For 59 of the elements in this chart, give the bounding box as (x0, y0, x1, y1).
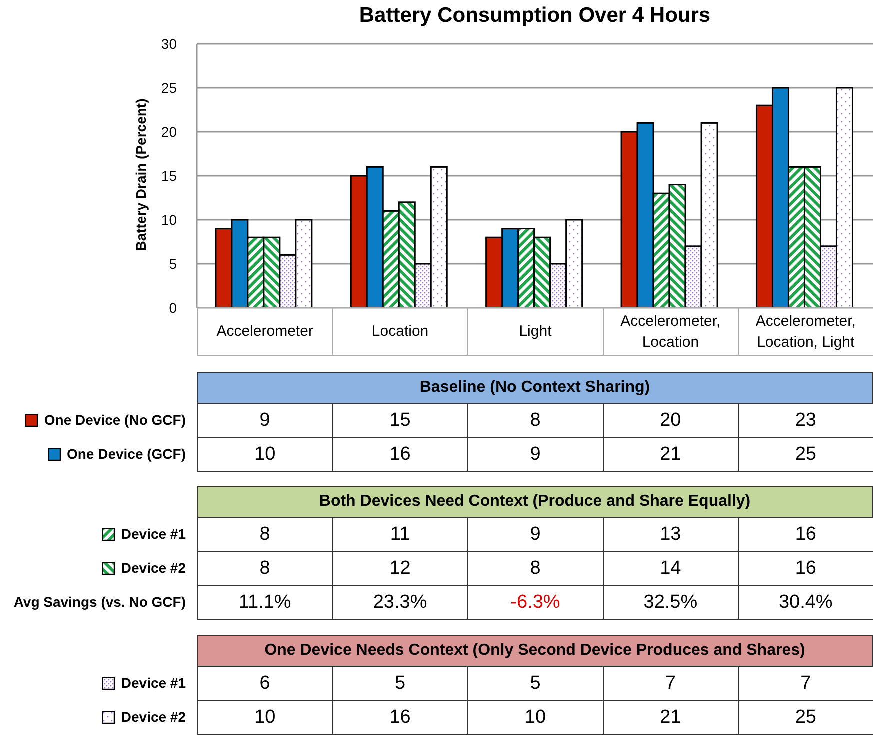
legend-label: Device #1 (121, 674, 186, 693)
text: Both Devices Need Context (Produce and Share Equally) (197, 486, 873, 518)
legend-label: Device #2 (121, 559, 186, 578)
x-tick-label: Light (467, 307, 604, 356)
text: Baseline (No Context Sharing) (197, 372, 873, 404)
text: -6.3% (467, 585, 604, 620)
legend-label: One Device (GCF) (66, 445, 186, 464)
y-tick-label: 10 (161, 212, 178, 228)
data-label: 16 (332, 700, 468, 735)
data-label: 16 (738, 551, 873, 586)
y-tick-label: 15 (161, 168, 178, 184)
y-axis-title: Battery Drain (Percent) (132, 98, 150, 254)
data-label: 25 (738, 437, 873, 472)
data-label: 8 (197, 517, 334, 552)
x-tick-label: Location (332, 307, 468, 356)
text: One Device Needs Context (Only Second Device Produces and Shares) (197, 635, 873, 667)
data-label: 10 (467, 700, 604, 735)
x-tick-label: Accelerometer, Location, Light (738, 307, 873, 356)
x-tick-label: Accelerometer (197, 307, 334, 356)
text: 30.4% (738, 585, 873, 620)
data-label: 12 (332, 551, 468, 586)
data-label: 9 (467, 437, 604, 472)
y-tick-label: 20 (161, 124, 178, 140)
data-label: 15 (332, 403, 468, 438)
data-label: 7 (602, 666, 739, 701)
y-tick-label: 30 (161, 36, 178, 52)
data-label: 21 (602, 437, 739, 472)
text: 11.1% (197, 585, 334, 620)
data-label: 8 (467, 551, 604, 586)
legend-label: One Device (No GCF) (44, 411, 186, 430)
data-label: 13 (602, 517, 739, 552)
data-label: 16 (738, 517, 873, 552)
data-label: 21 (602, 700, 739, 735)
y-tick-label: 5 (169, 256, 178, 272)
y-tick-label: 0 (169, 300, 178, 316)
data-label: 5 (467, 666, 604, 701)
chart-title: Battery Consumption Over 4 Hours (358, 4, 712, 28)
text: 23.3% (332, 585, 468, 620)
text: 32.5% (602, 585, 739, 620)
x-tick-label: Accelerometer, Location (602, 307, 739, 356)
data-label: 10 (197, 700, 334, 735)
data-label: 9 (467, 517, 604, 552)
data-label: 20 (602, 403, 739, 438)
y-tick-label: 25 (161, 80, 178, 96)
data-label: 10 (197, 437, 334, 472)
data-label: 8 (197, 551, 334, 586)
data-label: 5 (332, 666, 468, 701)
data-label: 6 (197, 666, 334, 701)
data-label: 9 (197, 403, 334, 438)
data-label: 23 (738, 403, 873, 438)
data-label: 8 (467, 403, 604, 438)
text: Avg Savings (vs. No GCF) (14, 593, 186, 612)
data-label: 7 (738, 666, 873, 701)
data-label: 14 (602, 551, 739, 586)
legend-label: Device #2 (121, 708, 186, 727)
data-label: 25 (738, 700, 873, 735)
legend-label: Device #1 (121, 525, 186, 544)
data-label: 11 (332, 517, 468, 552)
data-label: 16 (332, 437, 468, 472)
